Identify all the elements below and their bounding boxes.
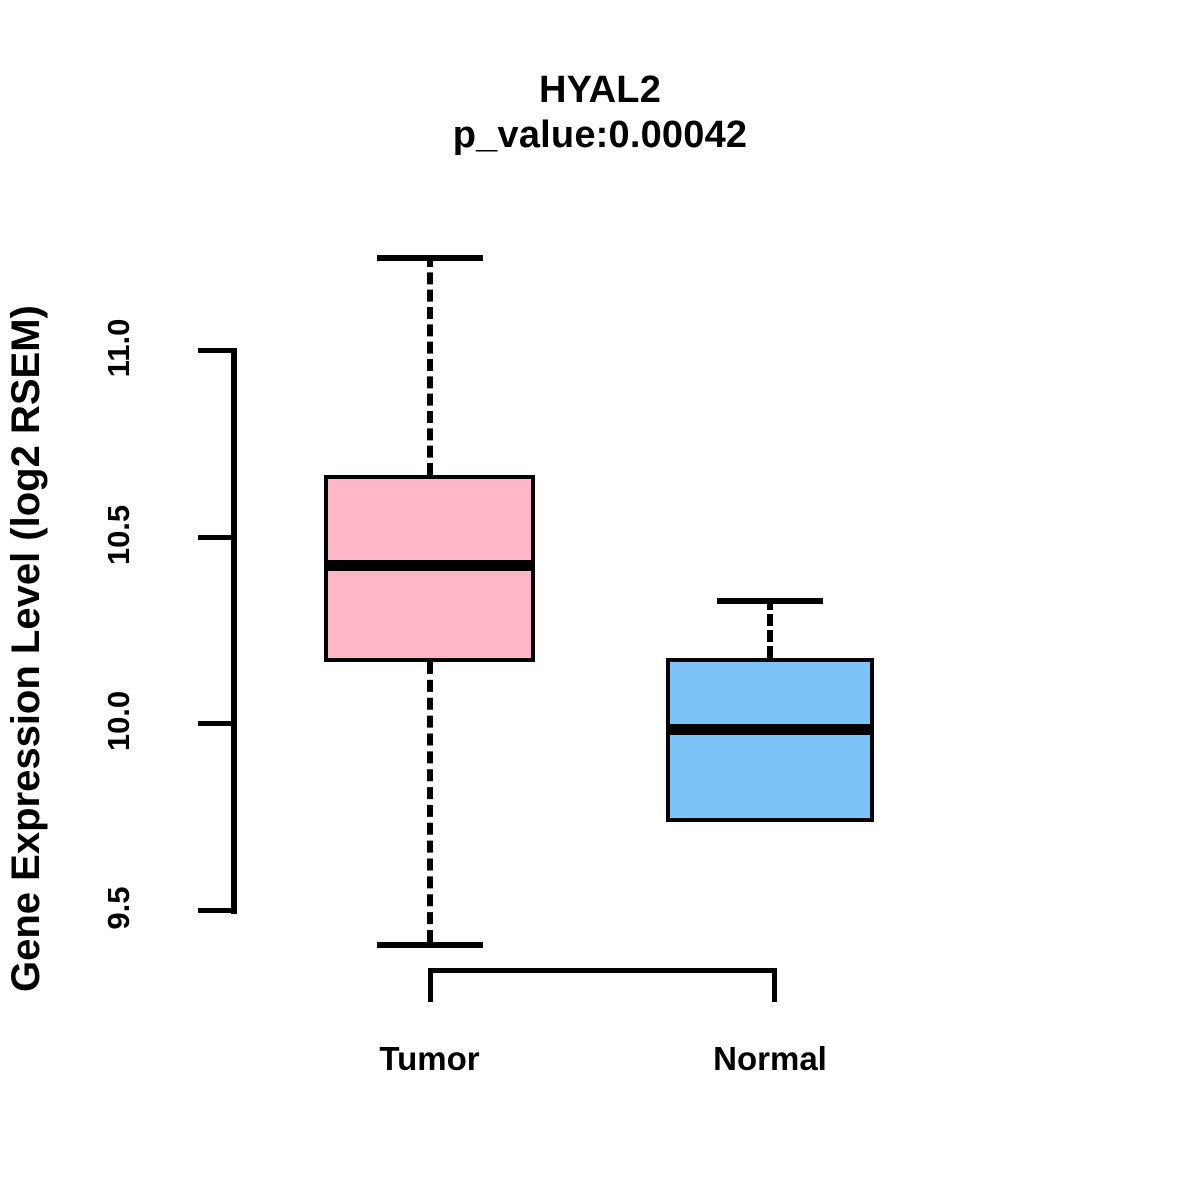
- y-axis-line: [231, 348, 237, 914]
- x-axis-label-tumor: Tumor: [379, 1040, 480, 1077]
- whisker-cap-lower: [376, 941, 483, 948]
- x-axis-bracket-leg: [772, 968, 777, 1002]
- x-axis-label-normal: Normal: [713, 1040, 827, 1077]
- median-line-normal: [666, 723, 874, 735]
- whisker-upper: [426, 254, 433, 475]
- y-axis-tick: [198, 721, 237, 727]
- x-axis-bracket-leg: [428, 968, 433, 1002]
- y-axis-tick: [198, 908, 237, 913]
- whisker-cap-upper: [717, 598, 823, 605]
- box-normal[interactable]: [666, 657, 874, 823]
- y-axis-tick: [198, 534, 237, 540]
- whisker-upper: [767, 598, 773, 658]
- whisker-cap-upper: [376, 254, 483, 261]
- x-axis-bracket: [428, 968, 777, 973]
- whisker-lower: [426, 661, 433, 942]
- y-axis-tick: [198, 348, 237, 353]
- median-line-tumor: [324, 559, 535, 571]
